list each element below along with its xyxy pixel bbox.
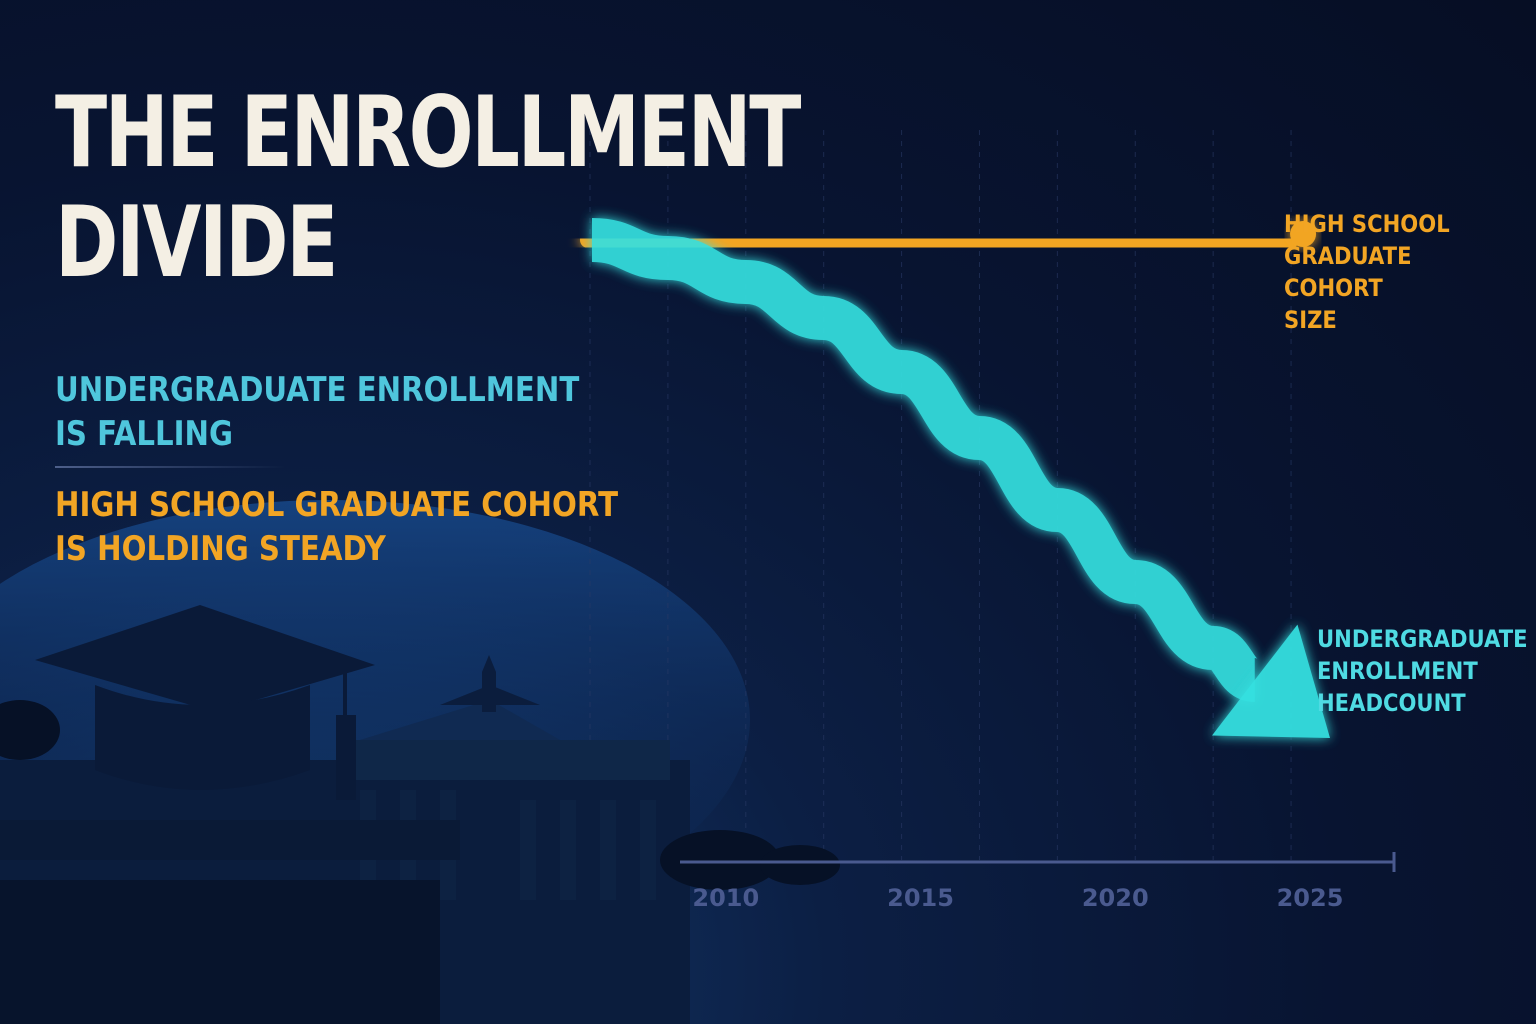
series-arrowhead-undergraduate — [1212, 624, 1330, 738]
series-label-undergraduate-line-1: UNDERGRADUATE — [1317, 625, 1528, 653]
grid-lines — [589, 130, 1292, 860]
x-tick-label-2025: 2025 — [1277, 884, 1344, 912]
series-label-undergraduate-line-3: HEADCOUNT — [1317, 689, 1466, 717]
series-label-high-school-line-2: GRADUATE COHORT — [1284, 242, 1412, 302]
subtitle-high-school-line-1: HIGH SCHOOL GRADUATE COHORT — [55, 485, 619, 525]
series-label-high-school: HIGH SCHOOL GRADUATE COHORT SIZE — [1284, 208, 1506, 336]
page-title: THE ENROLLMENT DIVIDE — [55, 76, 801, 300]
series-line-undergraduate — [591, 218, 1260, 703]
series-label-high-school-line-1: HIGH SCHOOL — [1284, 210, 1450, 238]
subtitle-divider — [55, 466, 285, 468]
series-label-undergraduate-line-2: ENROLLMENT — [1317, 657, 1478, 685]
series-endpoint-high-school — [1290, 221, 1317, 247]
graduation-cap-icon — [35, 605, 375, 800]
title-line-2: DIVIDE — [55, 186, 338, 300]
title-line-1: THE ENROLLMENT — [55, 76, 801, 190]
series-label-undergraduate: UNDERGRADUATE ENROLLMENT HEADCOUNT — [1317, 623, 1528, 719]
subtitle-undergraduate-line-2: IS FALLING — [55, 414, 233, 454]
trees-silhouette — [0, 700, 840, 890]
subtitle-high-school-line-2: IS HOLDING STEADY — [55, 529, 386, 569]
x-tick-label-2015: 2015 — [887, 884, 954, 912]
x-tick-label-2010: 2010 — [692, 884, 759, 912]
x-tick-labels: 2010 2015 2020 2025 — [692, 884, 1343, 912]
series-label-high-school-line-3: SIZE — [1284, 306, 1337, 334]
subtitle-high-school: HIGH SCHOOL GRADUATE COHORT IS HOLDING S… — [55, 483, 618, 571]
x-tick-label-2020: 2020 — [1082, 884, 1149, 912]
university-building-icon — [0, 655, 690, 1024]
subtitle-undergraduate-line-1: UNDERGRADUATE ENROLLMENT — [55, 370, 580, 410]
subtitle-undergraduate: UNDERGRADUATE ENROLLMENT IS FALLING — [55, 368, 579, 456]
